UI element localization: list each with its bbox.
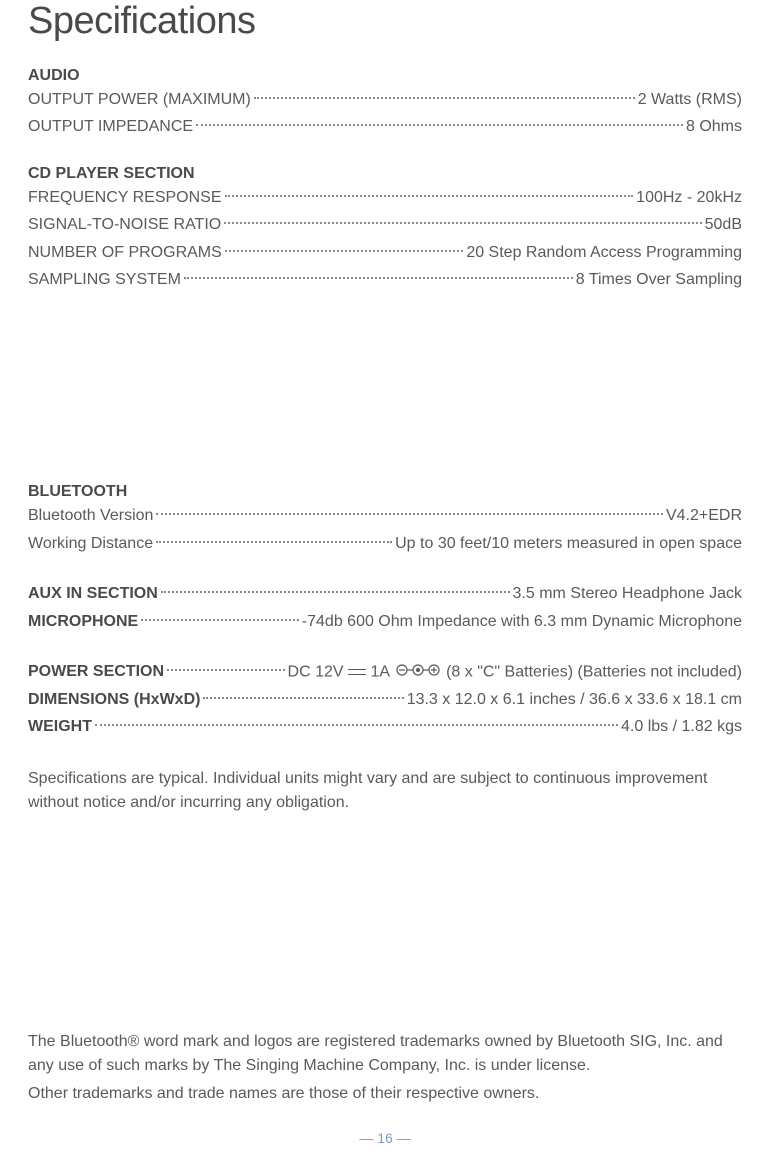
spec-row: OUTPUT POWER (MAXIMUM) 2 Watts (RMS) xyxy=(28,87,742,113)
specifications-note: Specifications are typical. Individual u… xyxy=(28,767,742,815)
spec-row: OUTPUT IMPEDANCE 8 Ohms xyxy=(28,114,742,140)
spec-value: 50dB xyxy=(705,212,742,238)
aux-label: AUX IN SECTION xyxy=(28,581,158,607)
power-value-mid: 1A xyxy=(370,663,389,680)
audio-section-header: AUDIO xyxy=(28,67,742,85)
footer-note-1: The Bluetooth® word mark and logos are r… xyxy=(28,1030,742,1078)
spec-row: POWER SECTION DC 12V 1A (8 x "C" Batteri… xyxy=(28,659,742,686)
spec-row: SIGNAL-TO-NOISE RATIO 50dB xyxy=(28,212,742,238)
dot-leader xyxy=(225,250,464,252)
spec-value: -74db 600 Ohm Impedance with 6.3 mm Dyna… xyxy=(302,609,742,635)
spec-label: SAMPLING SYSTEM xyxy=(28,267,181,293)
spec-row: DIMENSIONS (HxWxD) 13.3 x 12.0 x 6.1 inc… xyxy=(28,687,742,713)
spec-row: FREQUENCY RESPONSE 100Hz - 20kHz xyxy=(28,185,742,211)
dot-leader xyxy=(203,697,403,699)
spec-row: NUMBER OF PROGRAMS 20 Step Random Access… xyxy=(28,240,742,266)
spec-label: Bluetooth Version xyxy=(28,503,153,529)
spec-row: AUX IN SECTION 3.5 mm Stereo Headphone J… xyxy=(28,581,742,607)
mic-label: MICROPHONE xyxy=(28,609,138,635)
spec-row: Working Distance Up to 30 feet/10 meters… xyxy=(28,531,742,557)
spec-row: WEIGHT 4.0 lbs / 1.82 kgs xyxy=(28,714,742,740)
spec-label: Working Distance xyxy=(28,531,153,557)
spec-row: SAMPLING SYSTEM 8 Times Over Sampling xyxy=(28,267,742,293)
dot-leader xyxy=(254,97,635,99)
dot-leader xyxy=(196,124,683,126)
power-value-prefix: DC 12V xyxy=(288,663,344,680)
spec-value: Up to 30 feet/10 meters measured in open… xyxy=(395,531,742,557)
spec-value: 2 Watts (RMS) xyxy=(638,87,742,113)
power-label: POWER SECTION xyxy=(28,659,164,685)
dot-leader xyxy=(184,277,573,279)
dot-leader xyxy=(156,541,392,543)
spec-value: 13.3 x 12.0 x 6.1 inches / 36.6 x 33.6 x… xyxy=(407,687,742,713)
spec-label: FREQUENCY RESPONSE xyxy=(28,185,222,211)
spec-value: 100Hz - 20kHz xyxy=(636,185,742,211)
dot-leader xyxy=(95,724,618,726)
spec-label: OUTPUT IMPEDANCE xyxy=(28,114,193,140)
spec-label: NUMBER OF PROGRAMS xyxy=(28,240,222,266)
spec-value: DC 12V 1A (8 x "C" Batteries) (Batteries… xyxy=(288,659,742,686)
bluetooth-section-header: BLUETOOTH xyxy=(28,483,742,501)
dot-leader xyxy=(167,669,285,671)
page-title: Specifications xyxy=(28,0,742,43)
dimensions-label: DIMENSIONS (HxWxD) xyxy=(28,687,200,713)
dc-symbol-icon xyxy=(348,669,366,675)
power-value-suffix: (8 x "C" Batteries) (Batteries not inclu… xyxy=(446,663,742,680)
spec-value: 20 Step Random Access Programming xyxy=(466,240,742,266)
spec-label: OUTPUT POWER (MAXIMUM) xyxy=(28,87,251,113)
dot-leader xyxy=(156,513,663,515)
cd-section-header: CD PLAYER SECTION xyxy=(28,165,742,183)
spec-row: Bluetooth Version V4.2+EDR xyxy=(28,503,742,529)
page-number: — 16 — xyxy=(0,1130,770,1146)
dot-leader xyxy=(161,591,510,593)
spec-row: MICROPHONE -74db 600 Ohm Impedance with … xyxy=(28,609,742,635)
spec-label: SIGNAL-TO-NOISE RATIO xyxy=(28,212,221,238)
footer-note-2: Other trademarks and trade names are tho… xyxy=(28,1082,742,1106)
spec-value: 8 Ohms xyxy=(686,114,742,140)
dot-leader xyxy=(225,195,634,197)
spec-value: V4.2+EDR xyxy=(666,503,742,529)
polarity-icon xyxy=(396,659,440,685)
dot-leader xyxy=(141,619,299,621)
spec-value: 3.5 mm Stereo Headphone Jack xyxy=(513,581,742,607)
dot-leader xyxy=(224,222,701,224)
footer-trademark-note: The Bluetooth® word mark and logos are r… xyxy=(28,1030,742,1106)
weight-label: WEIGHT xyxy=(28,714,92,740)
spec-value: 4.0 lbs / 1.82 kgs xyxy=(621,714,742,740)
spec-value: 8 Times Over Sampling xyxy=(576,267,742,293)
